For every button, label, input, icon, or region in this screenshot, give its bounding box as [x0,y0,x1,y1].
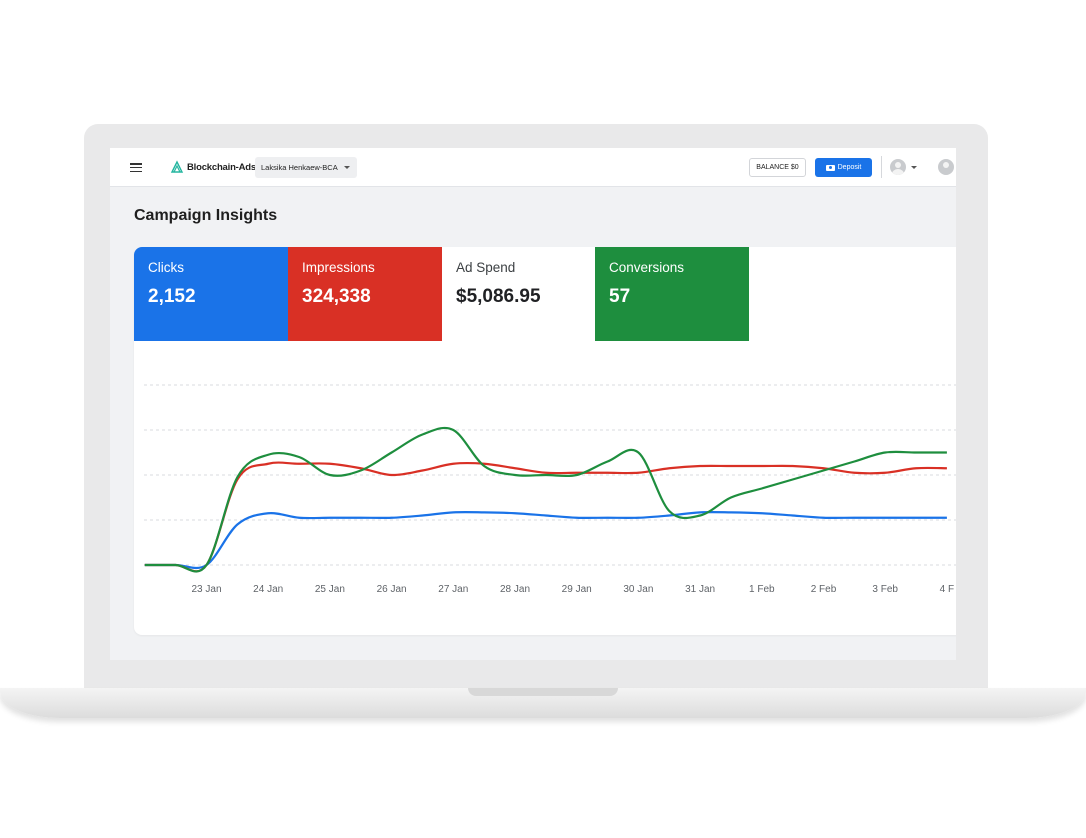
metric-ad-spend-value: $5,086.95 [456,286,541,307]
metric-ad-spend[interactable]: Ad Spend $5,086.95 [442,247,596,341]
app-screen: Blockchain-Ads Laksika Henkaew-BCA BALAN… [110,148,956,660]
secondary-avatar-icon[interactable] [938,159,954,175]
top-navigation-bar: Blockchain-Ads Laksika Henkaew-BCA BALAN… [110,148,956,187]
chart-series-line-2 [144,461,947,573]
chart-series-line-1 [144,510,947,570]
menu-icon[interactable] [130,163,142,173]
x-tick-label: 2 Feb [811,584,837,595]
x-tick-label: 1 Feb [749,584,775,595]
topbar-divider [881,156,882,178]
avatar-icon[interactable] [890,159,906,175]
balance-button[interactable]: BALANCE $0 [749,158,806,177]
account-name: Laksika Henkaew-BCA [261,163,338,172]
metric-clicks-value: 2,152 [148,286,196,307]
x-tick-label: 29 Jan [562,584,592,595]
metric-impressions-value: 324,338 [302,286,371,307]
x-tick-label: 27 Jan [438,584,468,595]
chevron-down-icon [344,166,350,169]
account-selector[interactable]: Laksika Henkaew-BCA [255,157,357,178]
x-tick-label: 24 Jan [253,584,283,595]
x-tick-label: 25 Jan [315,584,345,595]
x-tick-label: 30 Jan [623,584,653,595]
brand-logo[interactable]: Blockchain-Ads [170,160,256,174]
page-title: Campaign Insights [134,207,278,224]
deposit-button[interactable]: Deposit [815,158,872,177]
metric-clicks[interactable]: Clicks 2,152 [134,247,288,341]
metric-impressions[interactable]: Impressions 324,338 [288,247,442,341]
insights-card: 23 Jan 24 Jan 25 Jan 26 Jan 27 Jan 28 Jan 29 J… [134,247,956,635]
x-tick-label: 28 Jan [500,584,530,595]
x-tick-label: 3 Feb [872,584,898,595]
logo-icon [170,160,184,173]
metric-impressions-label: Impressions [302,260,375,275]
metric-ad-spend-label: Ad Spend [456,260,516,275]
brand-name: Blockchain-Ads [187,161,256,173]
metric-clicks-label: Clicks [148,260,184,275]
user-menu-chevron-down-icon[interactable] [911,166,917,169]
x-tick-label: 4 F [940,584,954,595]
x-tick-label: 23 Jan [191,584,221,595]
metric-conversions[interactable]: Conversions 57 [595,247,749,341]
chart-series-line-3 [144,426,947,573]
wallet-icon [825,164,835,171]
line-chart: 23 Jan 24 Jan 25 Jan 26 Jan 27 Jan 28 Jan 29 J… [144,384,956,595]
metric-conversions-value: 57 [609,286,631,307]
x-tick-label: 31 Jan [685,584,715,595]
deposit-label: Deposit [837,164,862,171]
laptop-base-notch [468,688,618,696]
metric-conversions-label: Conversions [609,260,685,275]
x-tick-label: 26 Jan [377,584,407,595]
